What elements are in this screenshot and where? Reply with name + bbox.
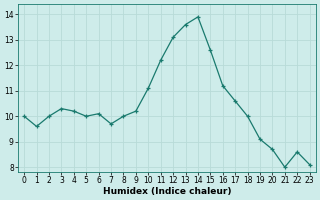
- X-axis label: Humidex (Indice chaleur): Humidex (Indice chaleur): [103, 187, 231, 196]
